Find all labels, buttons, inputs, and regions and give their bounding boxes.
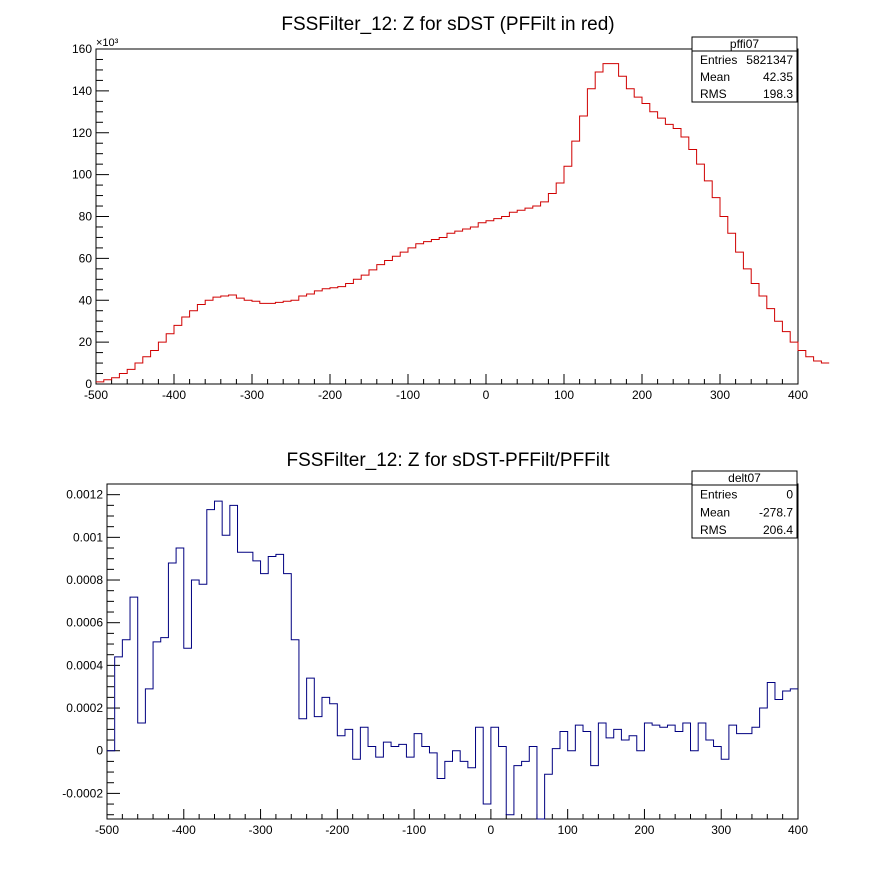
top-stats-label: Entries: [700, 53, 737, 67]
top-stats-value: 198.3: [763, 87, 793, 101]
top-x-tick-label: -500: [84, 388, 108, 402]
top-stats-value: 42.35: [763, 70, 793, 84]
bottom-x-tick-label: -100: [402, 823, 426, 837]
bottom-stats-box: delt07 Entries 0 Mean -278.7 RMS 206.4: [691, 470, 798, 539]
bottom-plot-frame: [106, 483, 799, 820]
top-y-tick-label: 120: [72, 126, 92, 140]
top-y-tick-label: 20: [79, 335, 93, 349]
bottom-x-axis: -500 -400 -300 -200 -100 0 100 200 300 400: [95, 809, 808, 837]
top-y-tick-label: 100: [72, 168, 92, 182]
bottom-x-tick-label: -200: [325, 823, 349, 837]
top-stats-label: RMS: [700, 87, 727, 101]
bottom-x-tick-label: 300: [711, 823, 731, 837]
top-x-tick-label: -100: [396, 388, 420, 402]
bottom-x-tick-label: 0: [488, 823, 495, 837]
bottom-x-tick-label: 400: [788, 823, 808, 837]
bottom-y-axis: -0.0002 0 0.0002 0.0004 0.0006 0.0008 0.001 0.0…: [62, 483, 120, 816]
bottom-y-tick-label: 0.0002: [66, 701, 103, 715]
bottom-y-tick-label: 0: [96, 744, 103, 758]
top-x-tick-label: -400: [162, 388, 186, 402]
top-y-tick-label: 60: [79, 251, 93, 265]
top-y-tick-label: 40: [79, 293, 93, 307]
bottom-y-tick-label: 0.0006: [66, 616, 103, 630]
top-y-tick-label: 160: [72, 42, 92, 56]
top-x-tick-label: 300: [710, 388, 730, 402]
bottom-x-tick-label: -500: [95, 823, 119, 837]
bottom-y-tick-label: 0.0004: [66, 658, 103, 672]
bottom-y-tick-label: 0.0008: [66, 573, 103, 587]
top-x-tick-label: 0: [483, 388, 490, 402]
top-chart-title: FSSFilter_12: Z for sDST (PFFilt in red): [281, 14, 614, 35]
top-x-tick-label: -200: [318, 388, 342, 402]
bottom-y-tick-label: 0.0012: [66, 488, 103, 502]
top-y-tick-label: 80: [79, 210, 93, 224]
bottom-stats-frame: [691, 470, 798, 539]
bottom-y-tick-label: 0.001: [73, 530, 103, 544]
bottom-x-tick-label: -400: [172, 823, 196, 837]
bottom-histogram-panel: FSSFilter_12: Z for sDST-PFFilt/PFFilt -…: [62, 450, 808, 837]
top-stats-frame: [691, 36, 798, 103]
bottom-x-tick-label: 100: [558, 823, 578, 837]
top-y-tick-label: 140: [72, 84, 92, 98]
top-x-tick-label: 400: [788, 388, 808, 402]
top-stats-name: pffi07: [730, 37, 759, 51]
top-y-multiplier: ×10³: [96, 37, 119, 49]
top-stats-label: Mean: [700, 70, 730, 84]
bottom-chart-title: FSSFilter_12: Z for sDST-PFFilt/PFFilt: [286, 450, 610, 471]
bottom-stats-name: delt07: [728, 471, 761, 485]
bottom-stats-label: Mean: [700, 505, 730, 519]
bottom-y-tick-label: -0.0002: [62, 786, 103, 800]
bottom-x-tick-label: -300: [249, 823, 273, 837]
top-y-tick-label: 0: [85, 377, 92, 391]
bottom-stats-label: Entries: [700, 488, 737, 502]
top-stats-box: pffi07 Entries 5821347 Mean 42.35 RMS 198.3: [691, 36, 798, 103]
top-x-tick-label: 100: [554, 388, 574, 402]
top-x-tick-label: 200: [632, 388, 652, 402]
top-x-tick-label: -300: [240, 388, 264, 402]
bottom-x-tick-label: 200: [634, 823, 654, 837]
top-histogram-line: [96, 63, 830, 383]
top-x-axis: -500 -400 -300 -200 -100 0 100 200 300 400: [84, 374, 808, 402]
bottom-stats-value: -278.7: [759, 505, 793, 519]
bottom-stats-label: RMS: [700, 523, 727, 537]
top-histogram-panel: FSSFilter_12: Z for sDST (PFFilt in red)…: [72, 14, 830, 402]
top-stats-value: 5821347: [746, 53, 793, 67]
bottom-histogram-line: [107, 500, 798, 820]
top-y-axis: 0 20 40 60 80 100 120 140 160: [72, 42, 109, 391]
bottom-stats-value: 0: [786, 488, 793, 502]
bottom-stats-value: 206.4: [763, 523, 793, 537]
